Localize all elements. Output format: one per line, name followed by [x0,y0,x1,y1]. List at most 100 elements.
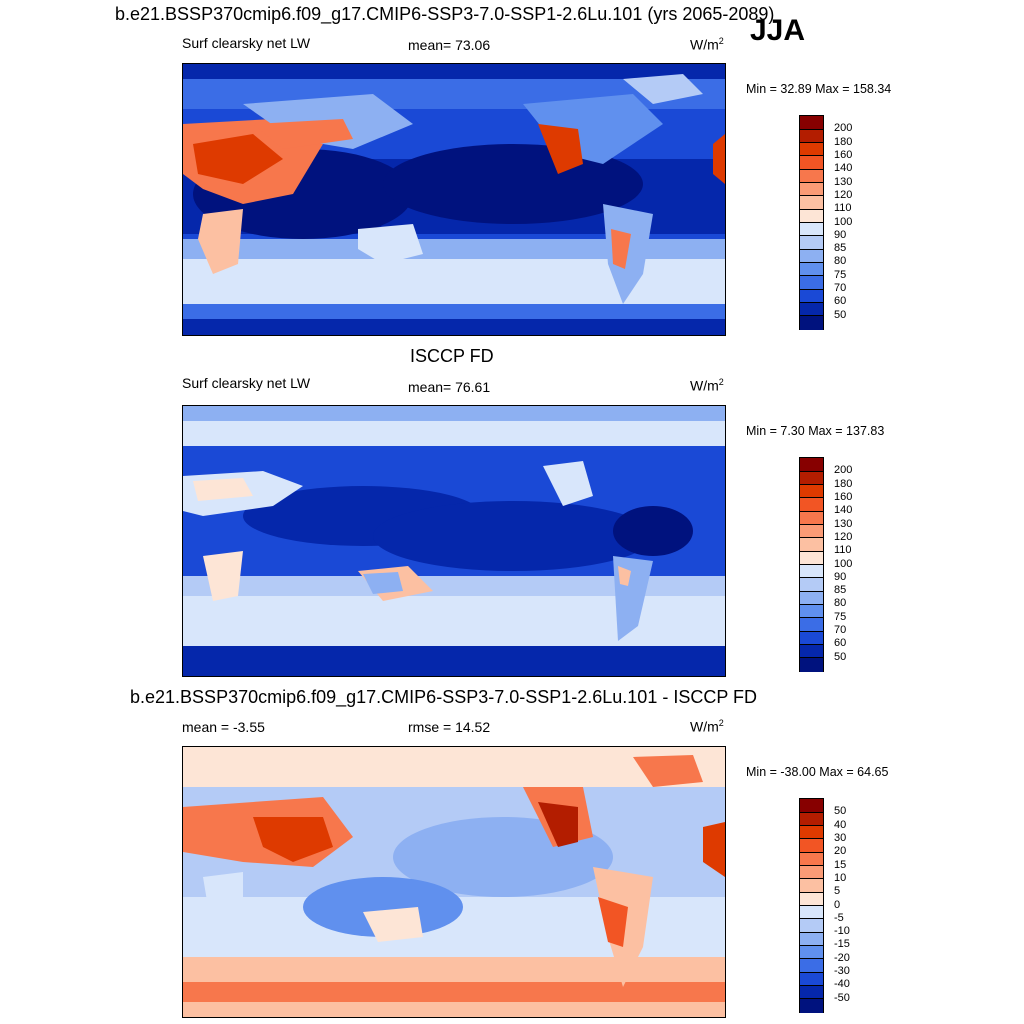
min-max-label: Min = 32.89 Max = 158.34 [746,82,892,96]
colorbar-label: 120 [834,188,853,201]
colorbar-swatch [800,222,823,237]
colorbar-label: 130 [834,175,853,188]
colorbar-label: 130 [834,517,853,530]
colorbar-label: 30 [834,831,847,844]
colorbar-label: 100 [834,557,853,570]
colorbar-tick [800,643,823,645]
colorbar-label: 40 [834,818,847,831]
panel-title: b.e21.BSSP370cmip6.f09_g17.CMIP6-SSP3-7.… [130,687,758,707]
colorbar-tick [800,944,823,946]
map-model-field [183,64,725,335]
colorbar-label: 90 [834,228,847,241]
variable-label: Surf clearsky net LW [182,375,311,391]
colorbar-swatch [800,551,823,565]
panel-title: b.e21.BSSP370cmip6.f09_g17.CMIP6-SSP3-7.… [115,4,775,24]
units-label: W/m2 [690,377,724,394]
colorbar-swatch [800,262,823,277]
colorbar-label: 50 [834,308,847,321]
colorbar-swatch [800,865,823,880]
colorbar-swatch [800,577,823,592]
min-max-label: Min = 7.30 Max = 137.83 [746,424,885,438]
colorbar-tick [800,811,823,813]
colorbar-label: 160 [834,148,853,161]
colorbar-label: -30 [834,965,850,978]
colorbar-swatch [800,892,823,906]
colorbar-tick [800,288,823,290]
colorbar-tick [800,971,823,973]
colorbar-tick [800,470,823,472]
variable-label: Surf clearsky net LW [182,35,311,51]
colorbar-swatch [800,471,823,486]
colorbar-swatch [800,932,823,946]
colorbar-swatch [800,484,823,499]
colorbar-tick [800,261,823,263]
colorbar-label: 85 [834,242,847,255]
colorbar-label: 200 [834,464,853,477]
colorbar-swatch [800,537,823,552]
colorbar-label: 75 [834,268,847,281]
colorbar-tick [800,603,823,605]
colorbar-label: -20 [834,951,850,964]
colorbar-swatch [800,169,823,184]
map-model [182,63,726,336]
colorbar-tick [800,630,823,632]
colorbar-swatch [800,142,823,157]
colorbar-swatch [800,195,823,210]
colorbar-tick [800,537,823,539]
colorbar-tick [800,617,823,619]
colorbar-swatch [800,591,823,605]
colorbar-label: 50 [834,650,847,663]
colorbar-label: 140 [834,504,853,517]
colorbar-swatch [800,497,823,512]
colorbar-tick [800,590,823,592]
colorbar-swatch [800,812,823,827]
colorbar-swatch [800,958,823,973]
colorbar-tick [800,958,823,960]
colorbar-swatch [800,799,823,813]
colorbar-tick [800,155,823,157]
colorbar-tick [800,142,823,144]
colorbar-label: 200 [834,122,853,135]
mean-label: mean= 76.61 [408,379,491,395]
colorbar-swatch [800,657,823,672]
colorbar-swatch [800,878,823,893]
colorbar-swatch [800,825,823,840]
colorbar-label: 90 [834,570,847,583]
colorbar-swatch [800,235,823,250]
colorbar-swatch [800,604,823,619]
colorbar-label: -50 [834,991,850,1004]
colorbar-swatch [800,302,823,317]
colorbar-label: 80 [834,255,847,268]
colorbar-swatch [800,985,823,1000]
colorbar-obs: 200 180 160 140 130 120 110 100 90 85 80 75 70 60 50 [799,457,852,672]
colorbar-label: 15 [834,858,847,871]
colorbar-label: 60 [834,637,847,650]
colorbar-swatch [800,116,823,130]
colorbar-swatch [800,275,823,290]
colorbar-label: -15 [834,938,850,951]
colorbar-label: 5 [834,885,841,898]
colorbar-swatch [800,852,823,867]
colorbar-model: 200 180 160 140 130 120 110 100 90 85 80 75 70 60 50 [799,115,852,330]
colorbar-label: 100 [834,215,853,228]
colorbar-swatch [800,945,823,960]
colorbar-tick [800,564,823,565]
colorbar-label: -5 [834,911,844,924]
colorbar-label: 80 [834,597,847,610]
colorbar-swatch [800,617,823,632]
colorbar-label: 140 [834,162,853,175]
colorbar-tick [800,865,823,867]
colorbar-swatch [800,631,823,645]
colorbar-tick [800,891,823,893]
colorbar-tick [800,984,823,986]
panel-title: ISCCP FD [410,346,494,366]
colorbar-tick [800,128,823,130]
colorbar-swatch [800,458,823,472]
colorbar-swatch [800,289,823,303]
colorbar-swatch [800,155,823,170]
mean-label: mean = -3.55 [182,719,265,735]
map-diff-field [183,747,725,1017]
colorbar-tick [800,208,823,210]
colorbar-tick [800,315,823,317]
colorbar-tick [800,235,823,237]
